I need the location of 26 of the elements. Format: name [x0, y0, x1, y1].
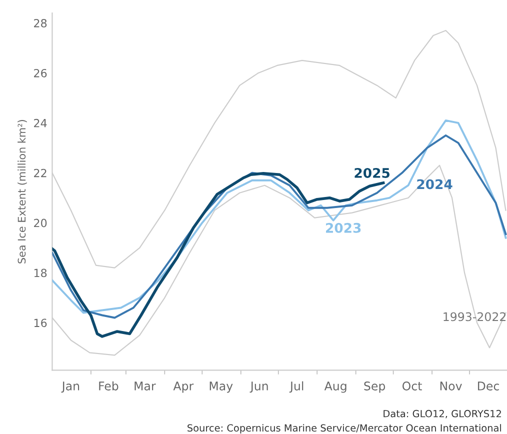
x-tick-label: Jun — [250, 382, 268, 393]
series-label: 2024 — [417, 179, 452, 190]
x-tick-label: Jan — [61, 382, 80, 393]
x-tick-label: Sep — [364, 382, 386, 393]
x-tick-label: Feb — [99, 381, 118, 390]
x-tick-label: Jul — [289, 381, 304, 393]
series-label: 2023 — [326, 222, 361, 233]
y-tick-label: 24 — [34, 118, 47, 128]
y-tick-label: 22 — [34, 168, 46, 178]
x-tick-label: Aug — [324, 382, 346, 393]
x-tick-label: Dec — [478, 382, 499, 390]
y-tick-label: 16 — [34, 318, 47, 328]
y-tick-label: 20 — [34, 218, 47, 228]
x-tick-label: Mar — [134, 382, 156, 390]
y-tick-label: 26 — [34, 68, 47, 78]
x-tick-label: Apr — [173, 382, 194, 393]
x-tick-label: May — [210, 382, 233, 393]
annotation: 1993-2022 — [444, 312, 506, 322]
text: Data: GLO12, GLORYS12 — [384, 410, 501, 418]
y-axis-title: Sea Ice Extent (million km²) — [18, 120, 27, 264]
source-note: Source: Copernicus Marine Service/Mercator Ocean International — [188, 424, 502, 434]
y-tick-label: 18 — [34, 268, 47, 278]
y-tick-label: 28 — [34, 18, 47, 28]
series-label: 2025 — [354, 168, 390, 178]
x-tick-label: Nov — [440, 382, 462, 390]
x-tick-label: Oct — [402, 382, 422, 390]
